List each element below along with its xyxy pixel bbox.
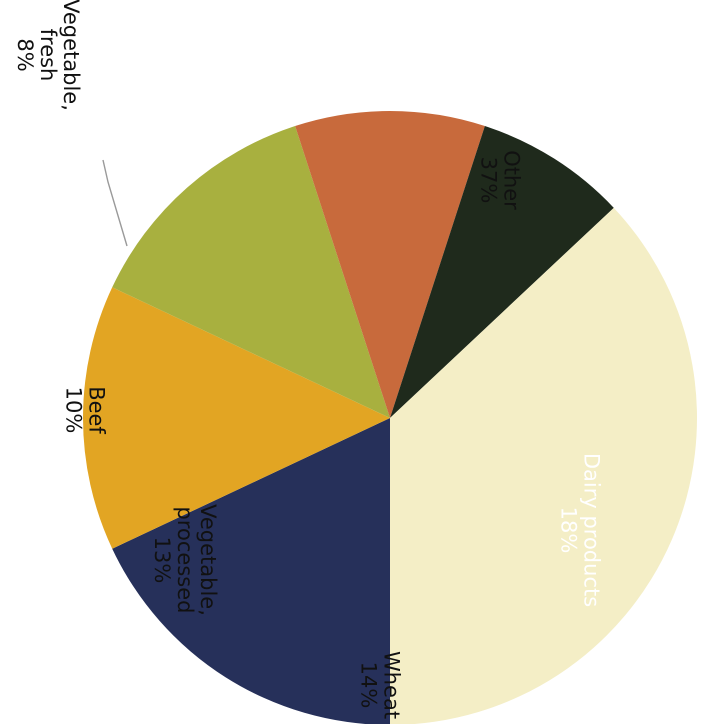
pie-slice-vegetable-processed bbox=[112, 126, 390, 418]
slice-label-line: Wheat bbox=[380, 651, 404, 719]
slice-label-line: 8% bbox=[13, 38, 37, 71]
pie-slice-vegetable-fresh bbox=[390, 126, 614, 418]
pie-slice-other bbox=[390, 207, 697, 724]
pie-labels: Dairy products18%Wheat14%Vegetable,proce… bbox=[13, 0, 604, 719]
slice-label-line: Other bbox=[500, 150, 524, 210]
slice-label-line: 14% bbox=[357, 662, 381, 709]
slice-label-line: processed bbox=[173, 507, 197, 614]
pie-slice-wheat bbox=[83, 287, 390, 549]
pie-slice-dairy-products bbox=[112, 418, 390, 724]
pie-slice-beef bbox=[295, 111, 485, 418]
leader-line-vegetable-fresh bbox=[102, 159, 128, 247]
slice-label-line: Dairy products bbox=[580, 453, 604, 607]
slice-label-line: Vegetable, bbox=[59, 0, 83, 111]
slice-label-line: fresh bbox=[36, 29, 60, 82]
slice-label-line: 13% bbox=[150, 537, 174, 584]
slice-label-line: 37% bbox=[477, 157, 501, 204]
slice-label-line: 10% bbox=[62, 387, 86, 434]
slice-label-line: 18% bbox=[557, 507, 581, 554]
slice-label-line: Beef bbox=[85, 386, 109, 434]
slice-label-line: Vegetable, bbox=[196, 504, 220, 616]
pie-slices bbox=[83, 111, 697, 724]
